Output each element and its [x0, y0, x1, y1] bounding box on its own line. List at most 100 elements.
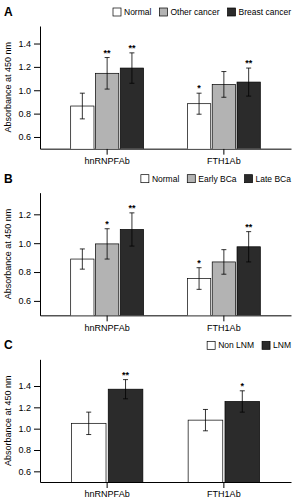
- title: A: [4, 5, 13, 19]
- bar-series: [71, 409, 222, 482]
- sig-label: *: [241, 381, 245, 391]
- y-tick-mark: [34, 471, 40, 472]
- error-bar-stem: [131, 213, 132, 246]
- sig-label: **: [245, 58, 253, 68]
- y-tick: 0.6: [18, 132, 40, 142]
- y-tick-label: 0.6: [18, 467, 31, 477]
- sig-label: **: [128, 43, 136, 53]
- error-bar-cap: [80, 248, 85, 249]
- error-bar: [80, 249, 85, 269]
- title: B: [4, 172, 13, 186]
- y-axis-title: Absorbance at 450 nm: [3, 375, 13, 466]
- error-bar: [197, 268, 202, 290]
- panel: 0.60.81.01.2hnRNPFAbFTH1Ab******Absorban…: [3, 172, 292, 388]
- legend-swatch: [245, 175, 253, 183]
- y-tick-label: 1.2: [18, 62, 31, 72]
- x-axis: hnRNPFAb FTH1Ab: [41, 149, 292, 166]
- x-axis: hnRNPFAbFTH1Ab: [41, 482, 292, 499]
- x-axis-line: [41, 315, 292, 316]
- error-bar-cap: [246, 96, 251, 97]
- error-bar-stem: [205, 409, 206, 430]
- y-tick-label: 1.4: [18, 381, 31, 391]
- error-bar-cap: [80, 93, 85, 94]
- bar-series: [95, 229, 235, 316]
- error-bar-stem: [199, 93, 200, 114]
- error-bar-cap: [86, 434, 91, 435]
- legend-item: Late BCa: [245, 174, 292, 184]
- x-tick-mark: [107, 482, 108, 488]
- sig-label: **: [128, 203, 136, 213]
- x-axis-line: [41, 149, 292, 150]
- y-tick-mark: [34, 114, 40, 115]
- bar-series: [108, 380, 259, 482]
- x-tick: FTH1Ab: [207, 149, 241, 166]
- sig-labels: *******: [104, 43, 253, 93]
- legend-item: Non LNM: [207, 340, 254, 350]
- y-tick-mark: [34, 386, 40, 387]
- error-bar-cap: [129, 83, 134, 84]
- y-tick-mark: [34, 243, 40, 244]
- legend-label: Normal: [152, 174, 180, 184]
- error-bar-stem: [107, 58, 108, 90]
- error-bar-stem: [88, 412, 89, 434]
- x-tick: hnRNPFAb: [85, 149, 130, 166]
- error-bar: [105, 58, 110, 90]
- error-bar-cap: [129, 246, 134, 247]
- y-tick-label: 1.2: [18, 210, 31, 220]
- y-tick-label: 0.8: [18, 445, 31, 455]
- y-tick-mark: [34, 450, 40, 451]
- y-tick-label: 1.0: [18, 424, 31, 434]
- y-tick: 0.6: [18, 296, 40, 306]
- x-tick-label: FTH1Ab: [207, 156, 241, 166]
- error-bar-cap: [221, 97, 226, 98]
- sig-labels: ******: [105, 203, 252, 268]
- y-tick-mark: [34, 429, 40, 430]
- x-tick-label: hnRNPFAb: [85, 489, 130, 499]
- plot-area: [71, 380, 259, 482]
- y-tick: 1.0: [18, 424, 40, 434]
- y-tick: 1.2: [18, 403, 40, 413]
- error-bar: [80, 93, 85, 119]
- plot-area: [71, 53, 261, 149]
- error-bar-stem: [248, 232, 249, 262]
- legend-swatch: [187, 175, 195, 183]
- legend-swatch: [262, 341, 270, 349]
- panel: 0.60.81.01.21.4hnRNPFAbFTH1Ab*******Abso…: [3, 5, 292, 207]
- error-bar: [221, 72, 226, 98]
- title: C: [4, 338, 13, 352]
- panel: 0.6 0.8 1.0 1.2 1.4 hnRNPFAbFTH1Ab *** Absorban…: [3, 338, 292, 500]
- y-tick: 1.4: [18, 39, 40, 49]
- error-bar-stem: [125, 380, 126, 399]
- x-tick-label: hnRNPFAb: [85, 323, 130, 333]
- error-bar: [129, 213, 134, 246]
- error-bar-cap: [203, 430, 208, 431]
- error-bar-stem: [223, 250, 224, 275]
- y-tick-mark: [34, 44, 40, 45]
- error-bar-cap: [221, 274, 226, 275]
- x-tick-mark: [107, 149, 108, 155]
- sig-label: *: [197, 258, 201, 268]
- sig-labels: ***: [122, 370, 244, 391]
- legend-swatch: [159, 8, 167, 16]
- bar: [108, 389, 143, 482]
- error-bar-cap: [221, 71, 226, 72]
- sig-label: **: [104, 48, 112, 58]
- y-tick-mark: [34, 272, 40, 273]
- y-tick-mark: [34, 214, 40, 215]
- error-bar-stem: [199, 268, 200, 290]
- y-tick: 0.8: [18, 445, 40, 455]
- y-tick: 1.2: [18, 62, 40, 72]
- y-tick: 1.0: [18, 86, 40, 96]
- error-bar-stem: [131, 53, 132, 83]
- error-bar: [240, 391, 245, 412]
- y-tick-label: 0.8: [18, 267, 31, 277]
- y-tick-label: 0.6: [18, 296, 31, 306]
- y-axis-title: Absorbance at 450 nm: [3, 209, 13, 300]
- legend-item: Early BCa: [187, 174, 237, 184]
- legend-item: Normal: [113, 7, 152, 17]
- legend-label: Early BCa: [198, 174, 237, 184]
- legend: Normal Early BCa Late BCa: [141, 174, 291, 184]
- legend-label: Other cancer: [170, 7, 219, 17]
- error-bar-stem: [82, 93, 83, 119]
- x-axis-line: [41, 482, 292, 483]
